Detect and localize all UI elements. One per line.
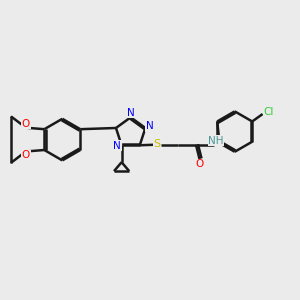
Text: NH: NH (208, 136, 224, 146)
Text: O: O (22, 119, 30, 129)
Text: O: O (22, 150, 30, 160)
Text: O: O (196, 159, 204, 169)
Text: N: N (127, 108, 134, 118)
Text: S: S (154, 140, 161, 149)
Text: Cl: Cl (263, 107, 273, 117)
Text: N: N (113, 141, 121, 151)
Text: N: N (146, 122, 154, 131)
